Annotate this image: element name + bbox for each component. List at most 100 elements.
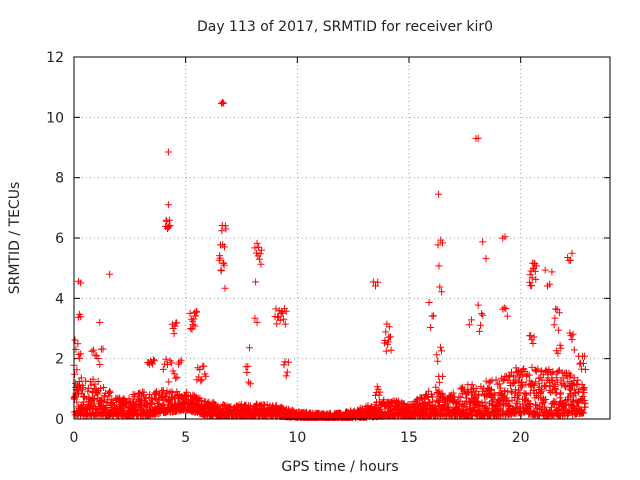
data-point: [374, 385, 382, 393]
data-point: [557, 344, 565, 352]
data-point: [434, 357, 442, 365]
data-point: [74, 340, 82, 348]
data-point: [436, 283, 444, 291]
data-point: [272, 305, 280, 313]
data-point: [94, 355, 102, 362]
data-point: [474, 398, 482, 406]
tick-labels: 0 2 4 6 8 10 12 0 5 10 15 20: [46, 50, 529, 446]
data-point: [106, 388, 114, 396]
data-point: [532, 275, 540, 283]
data-point: [551, 314, 559, 322]
data-point: [581, 403, 589, 411]
data-point: [198, 376, 206, 384]
data-point: [384, 338, 392, 346]
data-point: [87, 381, 95, 389]
data-point: [246, 344, 253, 352]
data-point: [183, 388, 191, 396]
data-point: [580, 384, 588, 392]
data-point: [165, 378, 173, 386]
data-point: [533, 392, 541, 399]
data-point: [472, 385, 480, 392]
data-point: [281, 320, 289, 328]
data-point: [219, 98, 226, 106]
data-point: [542, 383, 550, 391]
data-point: [499, 305, 507, 313]
data-point: [376, 388, 384, 396]
data-point: [171, 322, 179, 330]
data-point: [222, 225, 230, 233]
data-point: [511, 376, 519, 384]
data-point: [164, 201, 172, 209]
data-point: [73, 366, 81, 374]
data-point: [151, 394, 159, 402]
data-point: [532, 401, 539, 409]
data-point: [466, 398, 473, 406]
data-point: [191, 322, 199, 330]
data-point: [274, 313, 282, 321]
data-point: [190, 315, 198, 323]
data-point: [96, 361, 104, 368]
data-point: [438, 347, 445, 355]
data-point: [221, 284, 229, 292]
data-point: [482, 255, 490, 263]
data-point: [427, 324, 435, 331]
data-point: [169, 389, 177, 397]
data-point: [172, 374, 180, 382]
plot-frame: [73, 56, 611, 420]
data-point: [460, 386, 468, 394]
data-point: [78, 389, 86, 397]
data-point: [173, 373, 181, 381]
data-point: [580, 409, 588, 417]
y-tick-label: 4: [55, 291, 64, 307]
data-point: [106, 270, 114, 278]
data-point: [478, 310, 486, 318]
data-point: [246, 380, 254, 388]
data-point: [90, 346, 97, 354]
data-point: [125, 395, 133, 403]
data-point: [149, 356, 157, 364]
data-point: [531, 267, 539, 275]
data-point: [77, 313, 85, 321]
data-point: [283, 368, 291, 376]
data-point: [562, 383, 569, 391]
data-point: [567, 256, 574, 264]
data-point: [387, 346, 395, 354]
data-point: [221, 243, 228, 251]
data-point: [556, 341, 564, 349]
data-point: [502, 305, 510, 313]
data-point: [71, 336, 79, 344]
data-point: [170, 330, 178, 338]
data-point: [89, 375, 97, 383]
data-point: [569, 330, 577, 338]
data-point: [475, 391, 483, 399]
data-point: [97, 384, 105, 392]
data-point: [244, 362, 252, 370]
data-point: [546, 280, 554, 288]
data-point: [75, 390, 82, 398]
data-point: [217, 267, 225, 275]
data-point: [88, 347, 96, 355]
data-point: [252, 278, 260, 286]
data-point: [435, 262, 443, 270]
data-point: [216, 254, 224, 262]
data-point: [474, 301, 482, 309]
data-point: [251, 314, 259, 322]
data-point: [522, 390, 530, 398]
data-point: [458, 406, 466, 414]
y-tick-label: 8: [55, 171, 64, 187]
data-point: [99, 345, 107, 353]
data-point: [518, 382, 526, 390]
data-point: [429, 393, 437, 401]
chart-title: Day 113 of 2017, SRMTID for receiver kir…: [197, 19, 493, 35]
data-point: [510, 373, 518, 381]
data-point: [565, 369, 573, 377]
data-point: [94, 390, 102, 398]
data-point: [258, 246, 266, 254]
data-point: [479, 311, 487, 319]
data-point: [500, 304, 508, 312]
data-point: [532, 262, 540, 270]
data-points: [70, 98, 589, 421]
data-point: [374, 278, 382, 286]
data-point: [253, 318, 261, 326]
data-point: [165, 223, 173, 231]
